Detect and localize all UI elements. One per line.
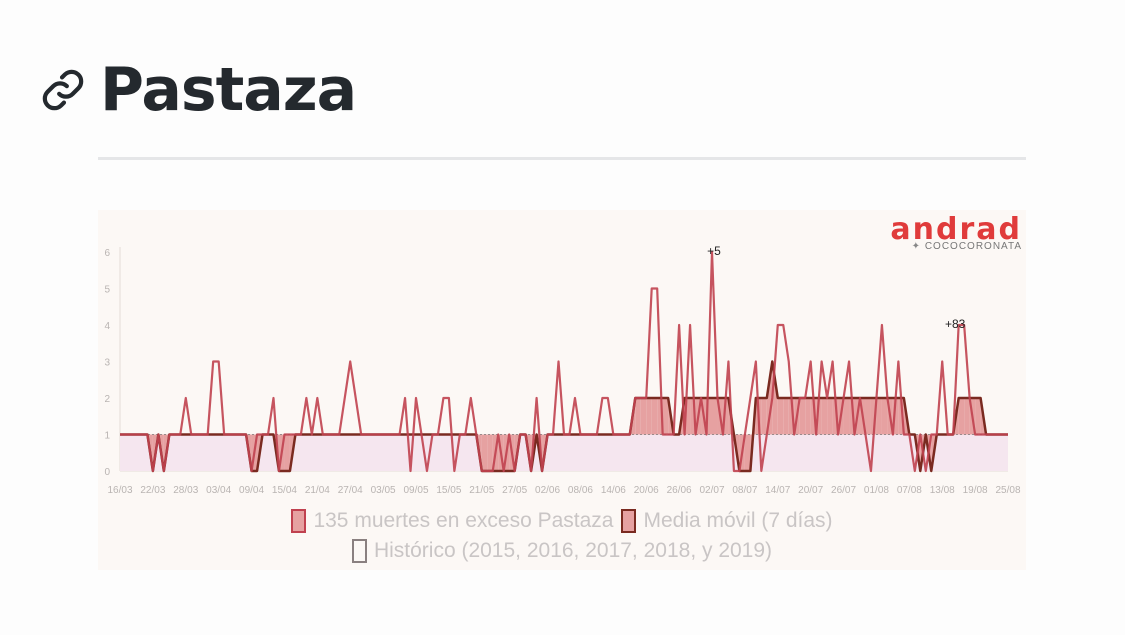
chart-svg: 0 1 2 3 4 5 6 16/03 22/03 28/03 03/04 09/04 15/04 21… — [104, 244, 1021, 496]
x-tick-label: 02/07 — [699, 485, 724, 496]
excess-area-segment — [975, 398, 981, 435]
x-tick-label: 14/06 — [601, 485, 626, 496]
x-tick-label: 08/06 — [568, 485, 593, 496]
x-tick-label: 15/04 — [272, 485, 297, 496]
legend-item-historic[interactable]: Histórico (2015, 2016, 2017, 2018, y 201… — [351, 536, 773, 566]
x-tick-label: 03/05 — [371, 485, 396, 496]
y-tick-label: 0 — [104, 467, 110, 478]
legend-swatch-moving-avg — [621, 509, 637, 533]
excess-area-segment — [646, 398, 652, 435]
x-tick-label: 16/03 — [107, 485, 132, 496]
excess-area-segment — [783, 398, 789, 435]
excess-area-segment — [163, 434, 170, 471]
x-tick-label: 21/05 — [469, 485, 494, 496]
x-tick-label: 09/05 — [403, 485, 428, 496]
x-tick-label: 27/04 — [338, 485, 363, 496]
annotation-label: +5 — [707, 244, 721, 258]
twitter-icon: ✦ — [911, 241, 925, 252]
x-tick-label: 08/07 — [732, 485, 757, 496]
excess-area-segment — [805, 398, 811, 435]
excess-area-segment — [958, 398, 965, 435]
legend-label-moving-avg: Media móvil (7 días) — [643, 509, 833, 532]
legend-label-excess: 135 muertes en exceso Pastaza — [313, 509, 614, 532]
x-tick-label: 13/08 — [930, 485, 955, 496]
chart-legend: 135 muertes en exceso Pastaza Media móvi… — [98, 506, 1026, 566]
excess-area-segment — [284, 434, 290, 471]
excess-area-segment — [662, 398, 669, 435]
excess-area-segment — [744, 434, 751, 471]
excess-area-segment — [635, 398, 641, 435]
y-tick-label: 3 — [104, 358, 110, 369]
excess-area-segment — [821, 398, 828, 435]
brand-logo: andrad ✦ COCOCORONATA — [890, 212, 1022, 252]
brand-handle: ✦ COCOCORONATA — [890, 241, 1022, 252]
annotation-label: +83 — [945, 317, 966, 331]
legend-swatch-historic — [351, 539, 367, 563]
brand-name: andrad — [890, 212, 1022, 247]
x-tick-label: 27/05 — [502, 485, 527, 496]
y-tick-label: 1 — [104, 431, 110, 442]
x-tick-label: 20/07 — [798, 485, 823, 496]
y-tick-label: 4 — [104, 321, 110, 332]
excess-area-segment — [766, 361, 773, 435]
chart-card: 0 1 2 3 4 5 6 16/03 22/03 28/03 03/04 09/04 15/04 21… — [98, 210, 1026, 570]
x-tick-label: 28/03 — [173, 485, 198, 496]
y-tick-label: 5 — [104, 285, 110, 296]
excess-area-segment — [542, 434, 548, 471]
x-tick-label: 02/06 — [535, 485, 560, 496]
excess-area-segment — [843, 398, 850, 435]
x-tick-label: 15/05 — [436, 485, 461, 496]
daily-deaths-line — [120, 250, 1008, 473]
legend-item-excess[interactable]: 135 muertes en exceso Pastaza — [291, 506, 613, 536]
excess-area-segment — [876, 398, 882, 435]
excess-area-segment — [799, 398, 806, 435]
page-title: Pastaza — [100, 55, 357, 125]
excess-area-segment — [865, 398, 871, 435]
legend-swatch-excess — [291, 509, 307, 533]
excess-area-segment — [487, 434, 493, 471]
excess-area-segment — [651, 398, 658, 435]
x-tick-label: 21/04 — [305, 485, 330, 496]
x-tick-label: 09/04 — [239, 485, 264, 496]
x-tick-label: 03/04 — [206, 485, 231, 496]
legend-label-historic: Histórico (2015, 2016, 2017, 2018, y 201… — [373, 539, 773, 562]
page-header: Pastaza — [40, 55, 357, 125]
y-tick-label: 2 — [104, 394, 110, 405]
excess-area-segment — [640, 398, 647, 435]
x-tick-label: 14/07 — [765, 485, 790, 496]
excess-area-segment — [964, 398, 970, 435]
divider — [98, 157, 1026, 160]
excess-area-segment — [525, 434, 532, 471]
brand-handle-text: COCOCORONATA — [924, 241, 1022, 252]
excess-area-segment — [158, 434, 164, 471]
x-tick-label: 01/08 — [864, 485, 889, 496]
excess-area-segment — [777, 398, 784, 435]
excess-area-segment — [827, 398, 833, 435]
excess-area-segment — [712, 398, 718, 435]
y-tick-label: 6 — [104, 248, 110, 259]
x-tick-label: 19/08 — [963, 485, 988, 496]
x-tick-label: 22/03 — [140, 485, 165, 496]
x-tick-label: 07/08 — [897, 485, 922, 496]
link-icon[interactable] — [40, 67, 86, 113]
excess-area-segment — [257, 434, 263, 471]
historic-area — [120, 434, 1008, 471]
x-tick-label: 20/06 — [634, 485, 659, 496]
excess-area-segment — [761, 398, 767, 435]
excess-area-segment — [481, 434, 488, 471]
x-tick-label: 26/07 — [831, 485, 856, 496]
x-tick-label: 26/06 — [667, 485, 692, 496]
legend-item-moving-avg[interactable]: Media móvil (7 días) — [621, 506, 833, 536]
excess-area-segment — [881, 398, 888, 435]
x-tick-label: 25/08 — [995, 485, 1020, 496]
